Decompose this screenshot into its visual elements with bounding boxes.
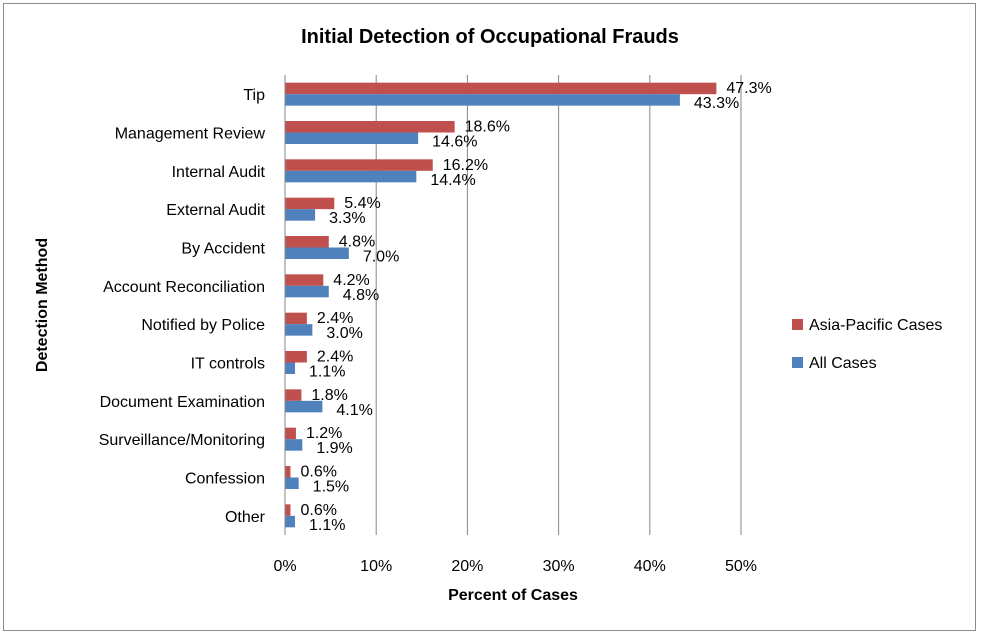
data-label: 0.6% bbox=[300, 502, 336, 519]
category-label: By Accident bbox=[181, 241, 265, 258]
x-tick-label: 30% bbox=[543, 558, 575, 575]
category-label: Surveillance/Monitoring bbox=[99, 432, 265, 449]
data-label: 43.3% bbox=[694, 95, 739, 112]
data-label: 4.1% bbox=[336, 402, 372, 419]
bar-asia-pacific bbox=[285, 466, 291, 478]
bar-all-cases bbox=[285, 209, 316, 221]
data-label: 3.3% bbox=[329, 210, 365, 227]
legend: Asia-Pacific Cases All Cases bbox=[792, 317, 942, 372]
y-axis-title: Detection Method bbox=[34, 238, 51, 372]
chart-frame bbox=[3, 3, 976, 631]
x-tick-labels: 0% 10% 20% 30% 40% 50% bbox=[273, 558, 757, 575]
category-label: Document Examination bbox=[100, 394, 265, 411]
data-label: 2.4% bbox=[317, 349, 353, 366]
category-label: Other bbox=[225, 509, 266, 526]
data-label: 16.2% bbox=[443, 157, 488, 174]
data-label: 1.1% bbox=[309, 364, 345, 381]
data-label: 1.8% bbox=[311, 387, 347, 404]
data-label: 1.1% bbox=[309, 517, 345, 534]
data-label: 1.9% bbox=[316, 440, 352, 457]
category-label: Confession bbox=[185, 471, 265, 488]
bar-all-cases bbox=[285, 515, 296, 528]
data-labels: 47.3%43.3% 18.6%14.6% 16.2%14.4% 5.4%3.3% 4.… bbox=[300, 80, 771, 534]
category-label: Account Reconciliation bbox=[103, 279, 265, 296]
bar-asia-pacific bbox=[285, 82, 717, 95]
bar-asia-pacific bbox=[285, 351, 307, 363]
data-label: 4.8% bbox=[343, 287, 379, 304]
legend-label: Asia-Pacific Cases bbox=[809, 317, 942, 334]
data-label: 47.3% bbox=[726, 80, 771, 97]
x-tick-label: 20% bbox=[451, 558, 483, 575]
data-label: 2.4% bbox=[317, 310, 353, 327]
bars bbox=[285, 82, 717, 528]
data-label: 4.2% bbox=[333, 272, 369, 289]
data-label: 3.0% bbox=[326, 325, 362, 342]
legend-label: All Cases bbox=[809, 355, 877, 372]
category-labels: Tip Management Review Internal Audit Extern… bbox=[99, 87, 266, 526]
data-label: 5.4% bbox=[344, 195, 380, 212]
category-label: Internal Audit bbox=[172, 164, 266, 181]
category-label: Tip bbox=[243, 87, 265, 104]
data-label: 14.6% bbox=[432, 134, 477, 151]
bar-asia-pacific bbox=[285, 236, 329, 248]
bar-asia-pacific bbox=[285, 121, 455, 133]
data-label: 18.6% bbox=[465, 119, 510, 136]
x-tick-label: 0% bbox=[273, 558, 296, 575]
data-label: 4.8% bbox=[339, 234, 375, 251]
category-label: Management Review bbox=[115, 126, 266, 143]
bar-all-cases bbox=[285, 362, 296, 374]
bar-all-cases bbox=[285, 170, 417, 183]
x-tick-label: 40% bbox=[634, 558, 666, 575]
gridlines bbox=[375, 75, 742, 535]
bar-all-cases bbox=[285, 477, 299, 489]
x-tick-label: 50% bbox=[725, 558, 757, 575]
bar-asia-pacific bbox=[285, 427, 296, 440]
category-label: External Audit bbox=[166, 202, 265, 219]
bar-all-cases bbox=[285, 285, 329, 298]
chart-title: Initial Detection of Occupational Frauds bbox=[301, 26, 679, 48]
legend-swatch bbox=[792, 357, 803, 368]
data-label: 1.2% bbox=[306, 425, 342, 442]
bar-asia-pacific bbox=[285, 389, 302, 401]
bar-asia-pacific bbox=[285, 274, 324, 286]
x-axis-title: Percent of Cases bbox=[448, 587, 578, 604]
bar-all-cases bbox=[285, 132, 419, 144]
bar-asia-pacific bbox=[285, 504, 291, 516]
data-label: 14.4% bbox=[430, 172, 475, 189]
data-label: 7.0% bbox=[363, 249, 399, 266]
legend-swatch bbox=[792, 319, 803, 330]
data-label: 0.6% bbox=[300, 464, 336, 481]
bar-asia-pacific bbox=[285, 159, 433, 171]
category-label: Notified by Police bbox=[141, 317, 265, 334]
bar-asia-pacific bbox=[285, 197, 335, 210]
bar-asia-pacific bbox=[285, 312, 307, 325]
bar-all-cases bbox=[285, 324, 313, 336]
bar-all-cases bbox=[285, 247, 349, 259]
data-label: 1.5% bbox=[313, 479, 349, 496]
x-tick-label: 10% bbox=[360, 558, 392, 575]
category-label: IT controls bbox=[191, 356, 265, 373]
bar-all-cases bbox=[285, 400, 323, 413]
bar-all-cases bbox=[285, 439, 303, 451]
bar-all-cases bbox=[285, 94, 680, 106]
